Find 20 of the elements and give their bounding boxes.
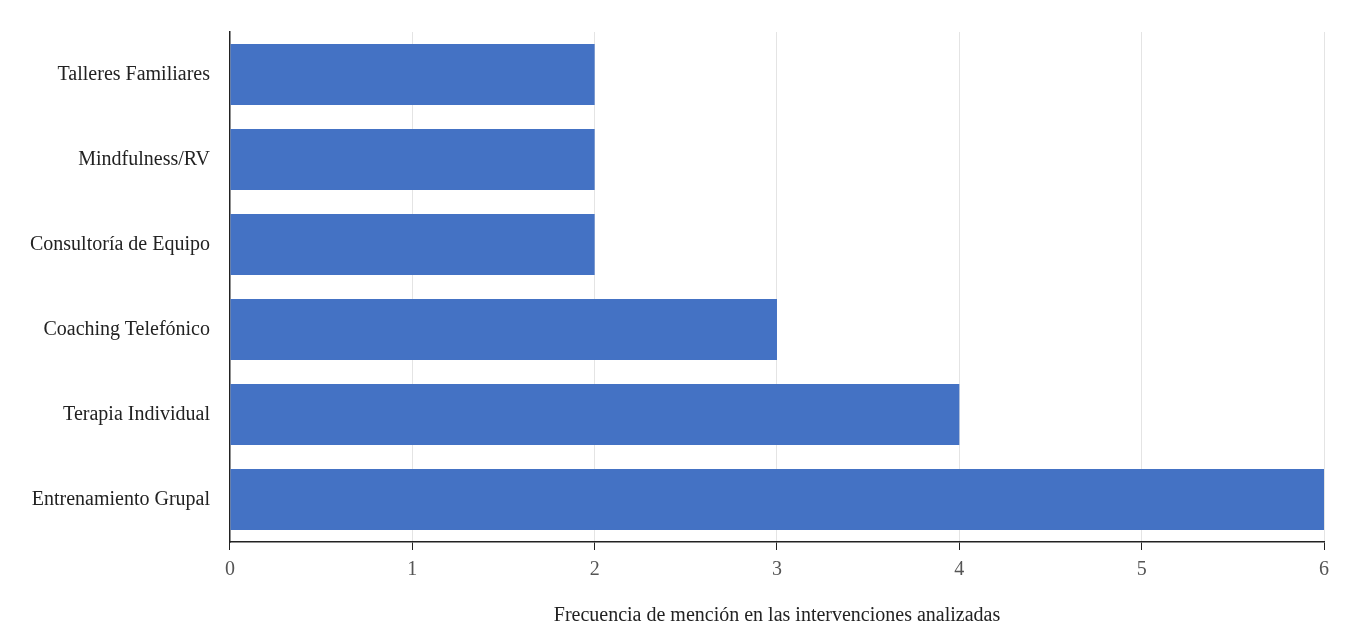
x-tick-label: 3 [771,557,782,580]
bar [230,213,595,276]
x-tick-label: 2 [589,557,600,580]
y-tick-label: Entrenamiento Grupal [31,486,211,510]
x-tick-label: 1 [407,557,418,580]
y-tick-label: Talleres Familiares [57,61,211,84]
bar [230,383,960,446]
bar [230,468,1324,531]
x-axis-title: Frecuencia de mención en las intervenciones analizadas [553,603,1001,626]
bar [230,128,595,191]
x-tick-label: 4 [954,557,965,580]
y-tick-label: Terapia Individual [63,401,211,425]
x-tick-label: 0 [224,557,235,580]
bar [230,298,777,361]
y-tick-label: Coaching Telefónico [43,316,210,340]
y-tick-label: Consultoría de Equipo [30,231,210,255]
x-tick-label: 6 [1319,557,1329,580]
x-tick-label: 5 [1136,557,1147,580]
bar [230,43,595,106]
y-tick-label: Mindfulness/RV [78,146,211,169]
